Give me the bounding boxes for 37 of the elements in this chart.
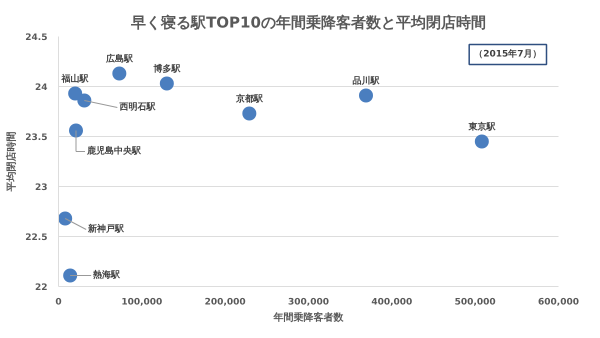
point — [77, 94, 92, 108]
x-tick-label: 500,000 — [454, 298, 496, 308]
y-tick-label: 23.5 — [25, 133, 48, 143]
point — [69, 124, 83, 138]
annotation: 品川駅 — [352, 76, 380, 86]
point — [242, 106, 256, 120]
x-tick-label: 600,000 — [538, 298, 580, 308]
y-tick-label: 22 — [34, 283, 48, 293]
annotation: 熱海駅 — [92, 270, 122, 280]
x-axis-title: 年間乗降客者数 — [272, 312, 344, 324]
y-tick-label: 23 — [34, 183, 48, 193]
annotation: 福山駅 — [60, 74, 90, 84]
point — [63, 268, 78, 282]
annotation: 東京駅 — [467, 122, 496, 132]
point — [58, 212, 72, 226]
point — [359, 88, 373, 102]
annotation: 広島駅 — [104, 54, 134, 64]
annotation: 西明石駅 — [118, 102, 156, 112]
point — [474, 134, 489, 148]
annotation: 博多駅 — [152, 64, 182, 74]
x-tick-label: 300,000 — [288, 298, 330, 308]
chart-title: 早く寝る駅TOP10の年間乗降客者数と平均閉店時間 — [130, 14, 486, 32]
x-tick-label: 100,000 — [121, 298, 162, 308]
point — [112, 66, 126, 80]
y-tick-label: 24 — [34, 83, 48, 93]
annotation: 鹿児島中央駅 — [86, 146, 142, 156]
y-tick-label: 22.5 — [25, 233, 48, 243]
annotation: 新神戸駅 — [87, 224, 126, 234]
y-tick-label: 24.5 — [25, 33, 48, 43]
x-tick-label: 400,000 — [371, 298, 412, 308]
y-axis-title: 平均閉店時間 — [5, 132, 18, 192]
annotation: （2015年7月） — [474, 48, 542, 60]
annotation: 京都駅 — [234, 94, 264, 104]
x-tick-label: 0 — [55, 298, 62, 308]
x-tick-label: 200,000 — [204, 298, 246, 308]
point — [160, 76, 174, 90]
point — [68, 86, 82, 100]
